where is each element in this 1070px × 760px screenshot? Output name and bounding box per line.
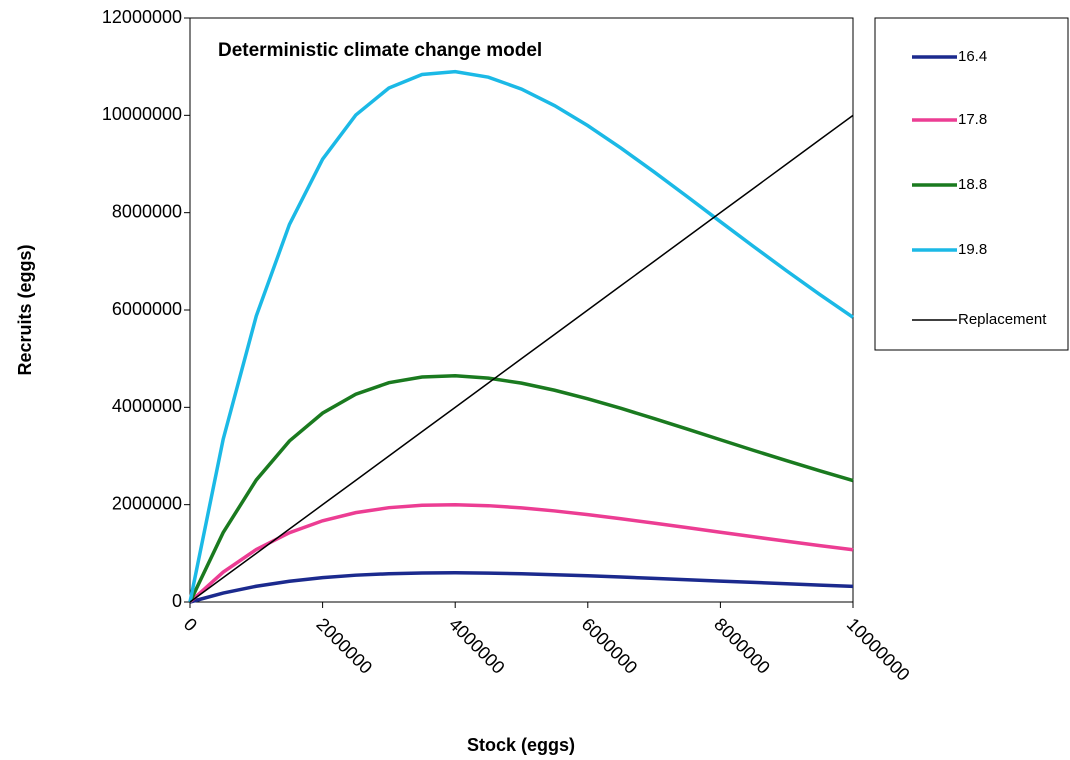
legend-frame [874,17,1069,351]
series-line [189,114,854,603]
y-tick-label: 12000000 [102,7,182,27]
x-tick-label: 4000000 [445,614,509,678]
y-tick-label: 10000000 [102,104,182,124]
legend-label: 18.8 [958,176,987,193]
legend-label: Replacement [958,311,1047,328]
legend-label: 17.8 [958,111,987,128]
x-axis-label: Stock (eggs) [467,735,575,755]
y-axis-label: Recruits (eggs) [15,244,35,375]
y-tick-label: 4000000 [112,396,182,416]
series-line [189,571,854,604]
x-tick-label: 6000000 [578,614,642,678]
chart-title: Deterministic climate change model [218,40,542,61]
x-tick-label: 2000000 [312,614,376,678]
y-tick-label: 0 [172,591,182,611]
y-tick-label: 6000000 [112,299,182,319]
plot-frame [189,17,854,603]
x-tick-label: 0 [180,614,201,635]
x-tick-label: 8000000 [710,614,774,678]
legend-label: 19.8 [958,241,987,258]
series-line [188,373,854,603]
x-tick-label: 10000000 [843,614,914,685]
y-tick-label: 2000000 [112,493,182,513]
series-line [188,502,854,604]
legend-label: 16.4 [958,48,987,65]
series-line [188,69,854,603]
y-tick-label: 8000000 [112,201,182,221]
